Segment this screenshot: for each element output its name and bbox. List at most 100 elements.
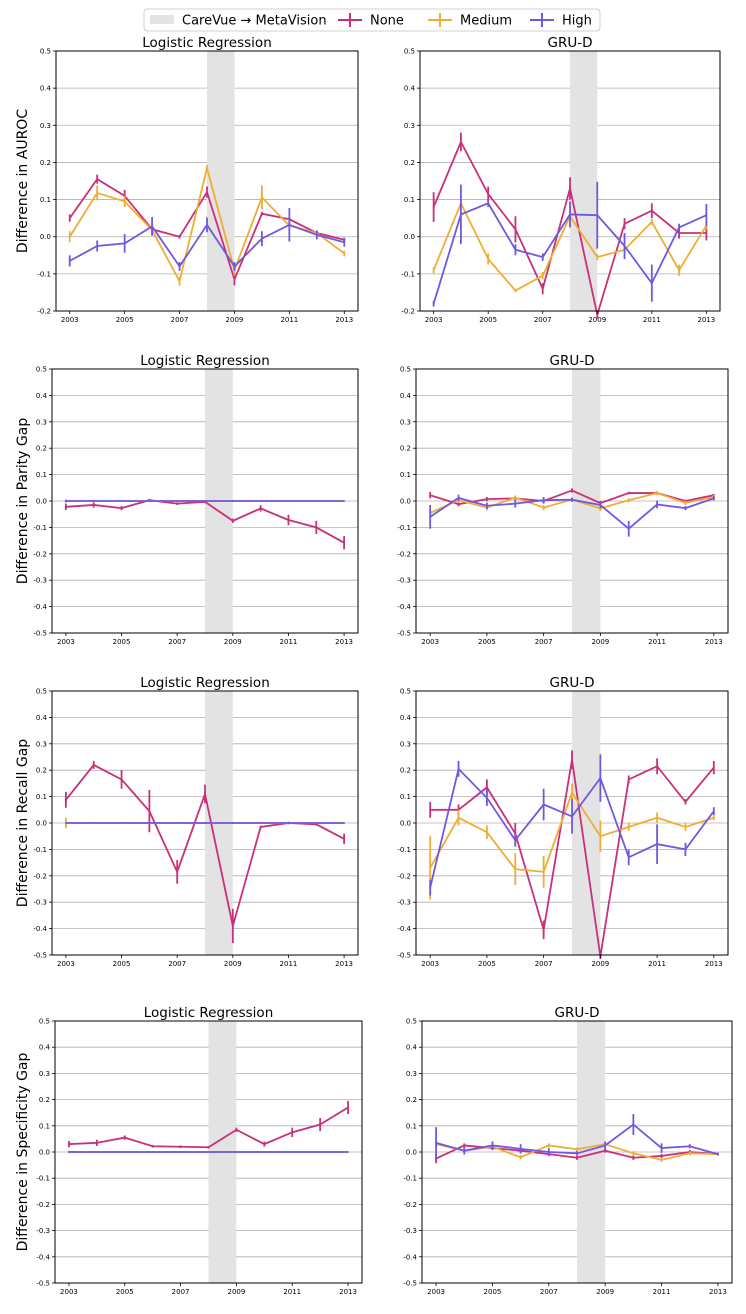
data-point (68, 1143, 70, 1146)
data-point (231, 822, 234, 824)
y-tick-label: 0.2 (406, 1096, 417, 1104)
data-point (343, 837, 345, 840)
data-point (204, 822, 206, 824)
y-tick-label: -0.2 (33, 550, 47, 558)
data-point (68, 1151, 70, 1153)
data-point (576, 1148, 578, 1151)
data-point (120, 778, 123, 781)
data-point (231, 500, 234, 502)
data-point (68, 259, 71, 262)
row-labels: Difference in AUROC Difference in Parity … (15, 109, 31, 1252)
y-tick-label: -0.4 (36, 1253, 50, 1261)
data-point (315, 822, 318, 824)
data-point (684, 848, 687, 851)
data-point (343, 252, 346, 255)
y-axis-label: Difference in Recall Gap (15, 739, 31, 907)
data-point (650, 282, 653, 285)
panel-8: -0.5 -0.4 -0.3 -0.2 -0.1 0.0 0.1 0.2 0.3 0.4 0.5 20… (403, 1005, 733, 1296)
data-point (151, 1151, 154, 1153)
data-point (623, 245, 626, 247)
data-point (684, 501, 687, 504)
data-point (206, 191, 208, 194)
data-point (319, 1151, 322, 1153)
data-point (519, 1147, 522, 1150)
panel-title: GRU-D (548, 35, 593, 51)
x-tick-label: 2003 (425, 316, 443, 324)
data-point (705, 214, 708, 217)
data-point (596, 256, 599, 259)
y-tick-label: 0.1 (400, 793, 411, 801)
y-tick-label: -0.3 (33, 899, 47, 907)
data-point (571, 758, 573, 761)
y-axis-label: Difference in Parity Gap (15, 418, 31, 585)
x-tick-label: 2005 (113, 960, 131, 968)
panel-3: -0.5 -0.4 -0.3 -0.2 -0.1 0.0 0.1 0.2 0.3 0.4 0.5 20… (33, 353, 359, 646)
y-axis-label: Difference in Specificity Gap (15, 1053, 31, 1252)
data-point (176, 822, 179, 824)
y-tick-label: 0.1 (36, 471, 47, 479)
y-tick-label: 0.3 (40, 122, 51, 130)
y-tick-label: -0.2 (33, 872, 47, 880)
y-tick-label: 0.1 (40, 196, 51, 204)
y-tick-label: 0.0 (36, 498, 47, 506)
data-point (148, 822, 151, 824)
data-point (599, 504, 602, 506)
data-point (347, 1151, 349, 1153)
y-tick-label: -0.4 (397, 925, 411, 933)
data-point (457, 496, 460, 499)
data-point (68, 235, 71, 238)
axes-frame (419, 50, 721, 312)
data-point (178, 280, 181, 283)
data-point (429, 866, 432, 869)
data-point (235, 1128, 238, 1131)
y-tick-label: -0.1 (397, 846, 411, 854)
data-point (656, 843, 658, 846)
x-tick-label: 2011 (653, 1288, 671, 1296)
series-high (435, 1114, 719, 1159)
y-tick-label: 0.2 (39, 1096, 50, 1104)
data-point (514, 868, 517, 871)
y-tick-label: 0.5 (39, 1018, 50, 1026)
legend-item-none: None (338, 13, 404, 29)
data-point (486, 504, 488, 507)
data-point (571, 498, 573, 501)
y-tick-label: -0.3 (397, 899, 411, 907)
panel-title: GRU-D (555, 1005, 600, 1021)
data-point (457, 816, 460, 819)
x-tick-label: 2007 (172, 1288, 190, 1296)
x-tick-label: 2013 (335, 960, 353, 968)
y-tick-label: 0.0 (400, 820, 411, 828)
data-point (576, 1156, 578, 1159)
transition-band (570, 51, 598, 311)
axes-frame (55, 50, 359, 312)
data-point (315, 233, 318, 236)
data-point (231, 925, 234, 927)
data-point (263, 1143, 266, 1146)
y-tick-label: 0.4 (404, 85, 416, 93)
data-point (599, 835, 602, 838)
x-tick-label: 2003 (421, 638, 439, 646)
data-point (684, 826, 687, 828)
x-tick-label: 2013 (697, 316, 715, 324)
legend: CareVue → MetaVision None Medium High (143, 8, 601, 32)
y-tick-label: 0.3 (406, 1070, 417, 1078)
y-tick-label: 0.4 (406, 1044, 418, 1052)
x-tick-label: 2009 (591, 638, 609, 646)
data-point (179, 1145, 182, 1148)
data-point (92, 504, 95, 506)
x-tick-label: 2003 (61, 316, 79, 324)
y-tick-label: 0.1 (400, 471, 411, 479)
y-tick-label: 0.0 (39, 1149, 50, 1157)
data-point (347, 1106, 349, 1109)
x-tick-label: 2003 (421, 960, 439, 968)
data-point (287, 500, 290, 502)
y-tick-label: 0.3 (400, 740, 411, 748)
y-tick-label: -0.3 (36, 1227, 50, 1235)
data-point (542, 929, 545, 931)
series-high (65, 499, 345, 503)
y-tick-label: 0.5 (404, 48, 415, 56)
data-point (343, 500, 345, 502)
data-point (288, 223, 291, 226)
data-point (596, 313, 599, 316)
x-tick-label: 2011 (643, 316, 661, 324)
